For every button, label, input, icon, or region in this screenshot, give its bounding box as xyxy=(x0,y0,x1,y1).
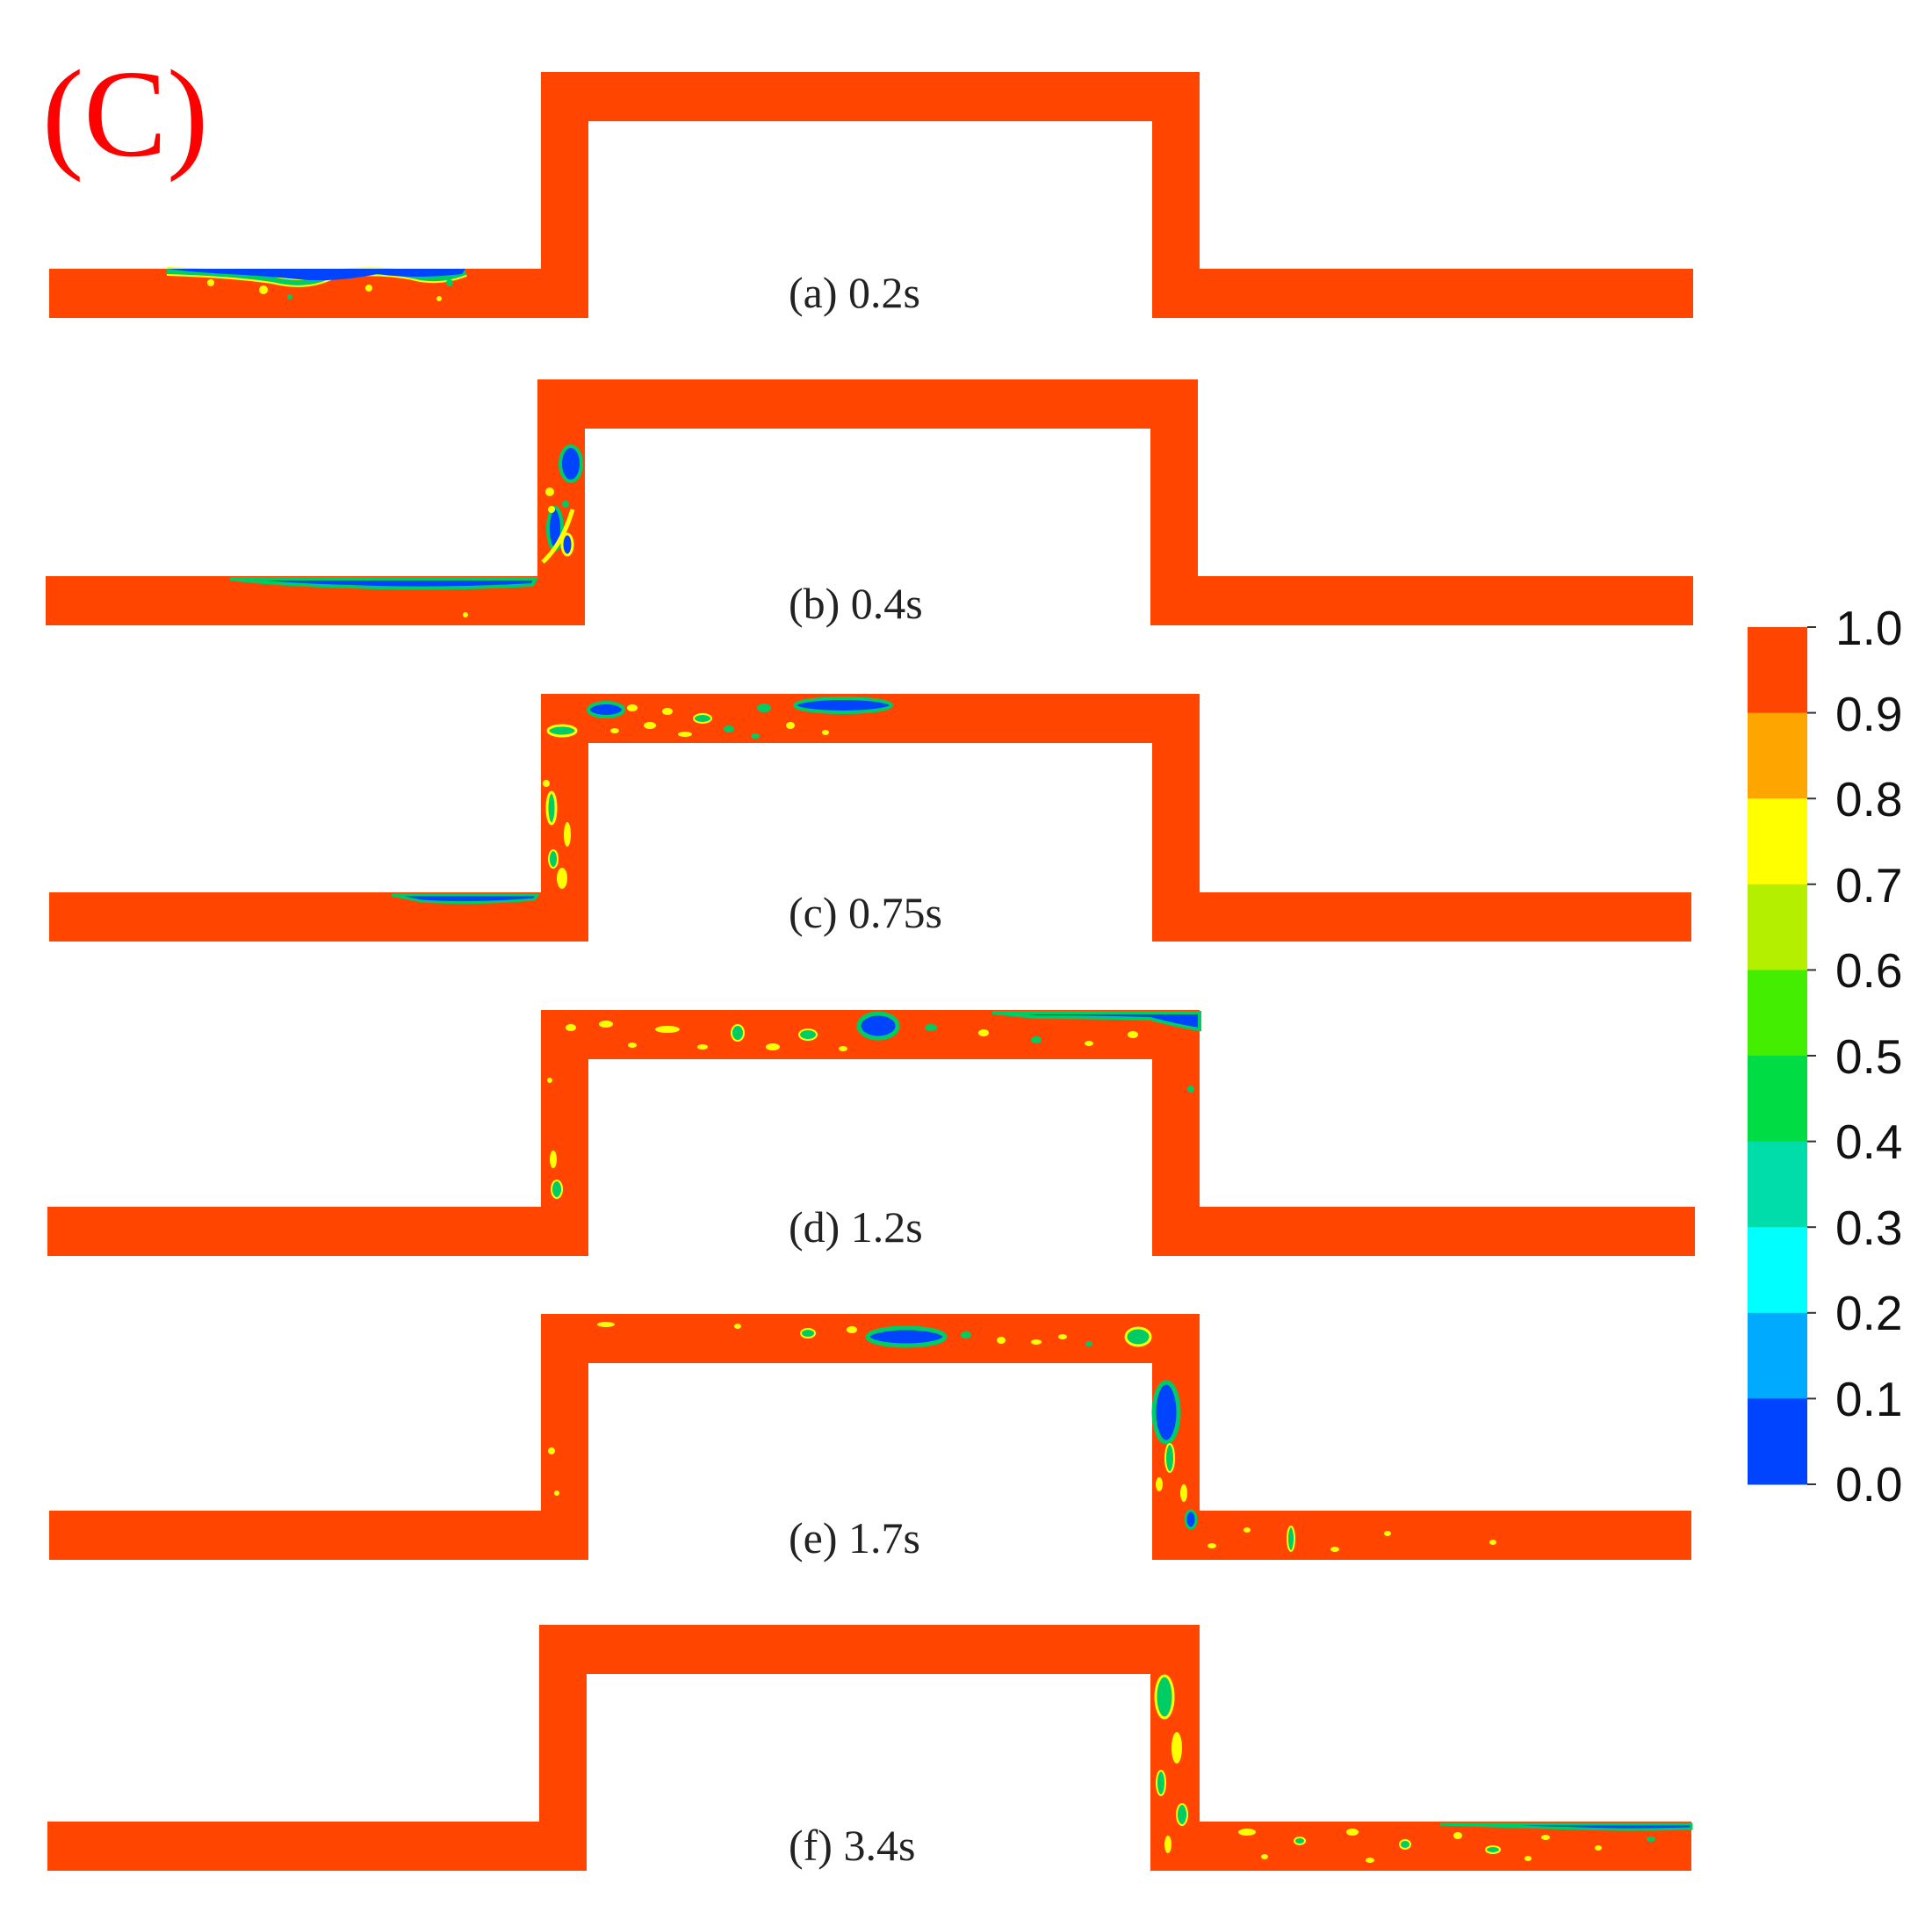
colorbar-segment xyxy=(1748,1312,1807,1399)
colorbar xyxy=(1748,626,1816,1485)
frame-d-label: (d) 1.2s xyxy=(789,1202,923,1252)
frame-b-label: (b) 0.4s xyxy=(789,579,923,628)
colorbar-tick-0-4: 0.4 xyxy=(1835,1115,1903,1169)
colorbar-segment xyxy=(1748,627,1807,714)
colorbar-tick-0-0: 0.0 xyxy=(1835,1457,1903,1512)
colorbar-tick-0-6: 0.6 xyxy=(1835,943,1903,998)
frame-c-pipe xyxy=(49,694,1691,942)
frame-c-label: (c) 0.75s xyxy=(789,888,942,937)
colorbar-tick-1-0: 1.0 xyxy=(1835,601,1903,655)
colorbar-segment xyxy=(1748,884,1807,971)
frame-a-label: (a) 0.2s xyxy=(789,268,920,317)
colorbar-tick-0-2: 0.2 xyxy=(1835,1286,1903,1340)
colorbar-segment xyxy=(1748,712,1807,799)
colorbar-segment xyxy=(1748,1227,1807,1314)
colorbar-segment xyxy=(1748,1141,1807,1228)
frame-a-pipe xyxy=(49,72,1693,318)
frame-f-label: (f) 3.4s xyxy=(789,1821,916,1870)
colorbar-tick-0-8: 0.8 xyxy=(1835,772,1903,826)
colorbar-tick-0-1: 0.1 xyxy=(1835,1372,1903,1426)
colorbar-tick-0-9: 0.9 xyxy=(1835,687,1903,741)
colorbar-segment xyxy=(1748,1398,1807,1485)
panel-label: (C) xyxy=(42,44,209,183)
frame-e-label: (e) 1.7s xyxy=(789,1513,920,1562)
colorbar-segment xyxy=(1748,1056,1807,1143)
colorbar-tick-0-5: 0.5 xyxy=(1835,1029,1903,1084)
colorbar-segment xyxy=(1748,970,1807,1057)
frame-f-pipe xyxy=(47,1625,1693,1871)
frame-b-pipe xyxy=(46,379,1693,625)
frame-d-pipe xyxy=(47,1010,1695,1256)
colorbar-tick-0-7: 0.7 xyxy=(1835,858,1903,913)
colorbar-segment xyxy=(1748,798,1807,885)
frame-e-pipe xyxy=(49,1314,1691,1560)
colorbar-tick-0-3: 0.3 xyxy=(1835,1201,1903,1255)
